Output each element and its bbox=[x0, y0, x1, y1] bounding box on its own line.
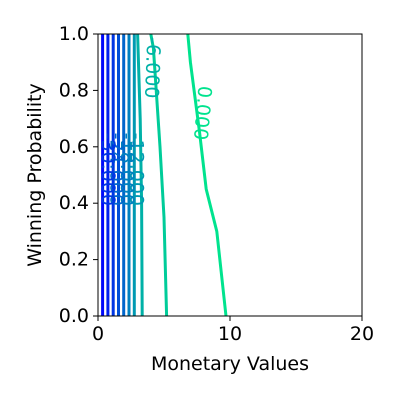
contour-label-0: -6.000 bbox=[140, 37, 164, 99]
contour-label-4: -24.000 bbox=[105, 133, 127, 206]
contour-line-9 bbox=[186, 34, 228, 316]
x-axis-ticks: 0 10 20 bbox=[92, 316, 374, 345]
x-tick-label-1: 10 bbox=[218, 323, 242, 345]
y-tick-label-2: 0.4 bbox=[59, 192, 89, 214]
contour-line-8 bbox=[149, 34, 169, 316]
y-axis-label: Winning Probability bbox=[24, 83, 46, 267]
y-tick-label-0: 0.0 bbox=[59, 305, 89, 327]
y-tick-label-1: 0.2 bbox=[59, 249, 89, 271]
contour-label-2: -12.000 bbox=[125, 133, 147, 206]
contour-label-3: -18.000 bbox=[116, 133, 138, 206]
y-axis-ticks: 0.0 0.2 0.4 0.6 0.8 1.0 bbox=[59, 23, 98, 327]
y-tick-label-5: 1.0 bbox=[59, 23, 89, 45]
contour-lines bbox=[101, 34, 228, 316]
x-tick-label-2: 20 bbox=[350, 323, 374, 345]
x-tick-label-0: 0 bbox=[92, 323, 104, 345]
contour-label-5: -30.000 bbox=[97, 133, 119, 206]
y-tick-label-4: 0.8 bbox=[59, 79, 89, 101]
y-tick-label-3: 0.6 bbox=[59, 136, 89, 158]
contour-label-1: 0.000 bbox=[189, 85, 216, 141]
contour-labels: -6.000 0.000 -12.000-18.000-24.000-30.000 bbox=[97, 37, 216, 206]
x-axis-label: Monetary Values bbox=[151, 353, 309, 375]
contour-line-7 bbox=[136, 34, 144, 316]
